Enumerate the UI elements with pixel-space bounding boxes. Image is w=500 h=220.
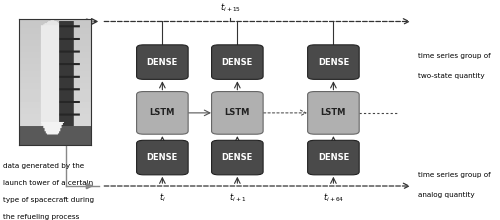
- Text: DENSE: DENSE: [146, 153, 178, 162]
- FancyBboxPatch shape: [308, 92, 359, 134]
- Text: LSTM: LSTM: [320, 108, 346, 117]
- Text: DENSE: DENSE: [222, 153, 253, 162]
- Text: data generated by the: data generated by the: [3, 163, 84, 169]
- Text: LSTM: LSTM: [150, 108, 175, 117]
- Text: DENSE: DENSE: [222, 58, 253, 67]
- Text: analog quantity: analog quantity: [418, 192, 474, 198]
- FancyBboxPatch shape: [136, 140, 188, 175]
- Text: LSTM: LSTM: [224, 108, 250, 117]
- Text: DENSE: DENSE: [318, 153, 349, 162]
- Text: $t_{i+64}$: $t_{i+64}$: [323, 192, 344, 204]
- FancyBboxPatch shape: [308, 45, 359, 79]
- Text: launch tower of a certain: launch tower of a certain: [3, 180, 93, 186]
- Text: $t_{i+15}$: $t_{i+15}$: [220, 2, 241, 14]
- FancyBboxPatch shape: [212, 92, 263, 134]
- Text: type of spacecraft during: type of spacecraft during: [3, 197, 94, 203]
- Text: DENSE: DENSE: [318, 58, 349, 67]
- FancyBboxPatch shape: [136, 92, 188, 134]
- Text: $t_i$: $t_i$: [159, 192, 166, 204]
- FancyBboxPatch shape: [136, 45, 188, 79]
- FancyBboxPatch shape: [308, 140, 359, 175]
- Text: $t_{i+1}$: $t_{i+1}$: [228, 192, 246, 204]
- FancyBboxPatch shape: [212, 45, 263, 79]
- FancyBboxPatch shape: [212, 140, 263, 175]
- Text: the refueling process: the refueling process: [3, 214, 80, 220]
- Text: two-state quantity: two-state quantity: [418, 73, 484, 79]
- Text: time series group of: time series group of: [418, 53, 490, 59]
- Text: time series group of: time series group of: [418, 172, 490, 178]
- Text: DENSE: DENSE: [146, 58, 178, 67]
